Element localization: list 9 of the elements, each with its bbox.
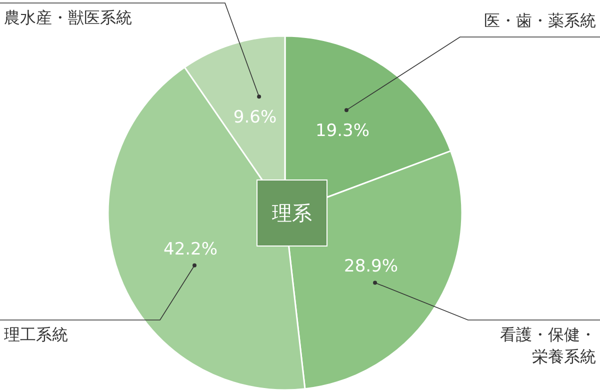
slice-label: 理工系統 [4,325,68,344]
slice-label: 農水産・獣医系統 [4,8,132,27]
text: 理系 [272,201,312,225]
slice-label: 看護・保健・栄養系統 [500,325,596,366]
data-label: 19.3% [315,121,370,142]
data-label: 28.9% [344,256,398,277]
slice-label: 医・歯・薬系統 [484,11,596,30]
data-label: 9.6% [233,108,277,128]
data-label: 42.2% [164,239,218,260]
